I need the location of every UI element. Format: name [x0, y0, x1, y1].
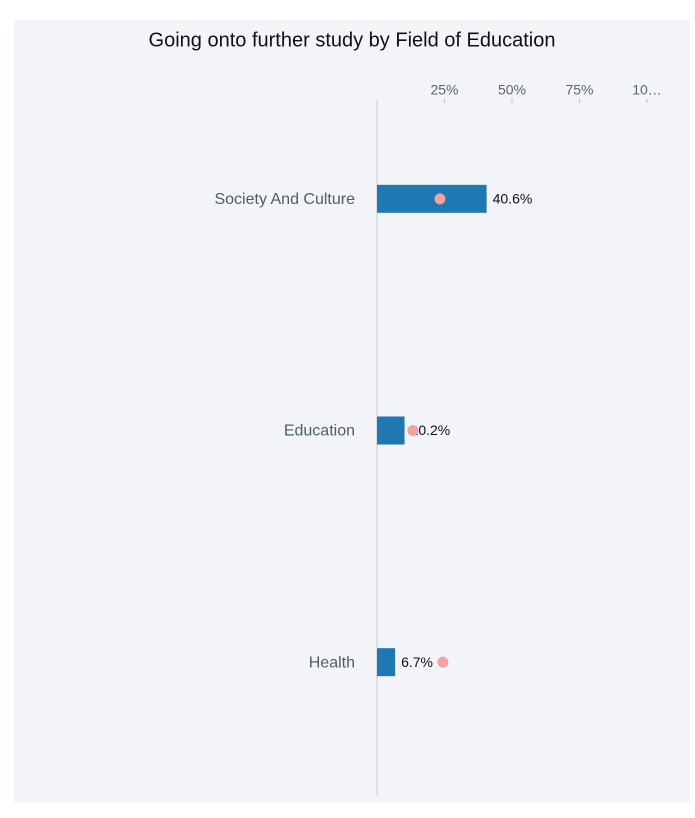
- marker-dot: [434, 193, 446, 205]
- bar: [377, 184, 487, 213]
- value-label: 10.2%: [411, 422, 451, 438]
- marker-dot: [437, 656, 449, 668]
- x-tick-label: 25%: [430, 82, 458, 98]
- value-label: 40.6%: [493, 191, 533, 207]
- y-tick-label: Education: [284, 423, 355, 440]
- chart-title: Going onto further study by Field of Edu…: [149, 29, 556, 51]
- x-tick-label: 10…: [632, 82, 662, 98]
- y-tick-label: Health: [309, 654, 355, 671]
- y-tick-label: Society And Culture: [214, 191, 355, 208]
- chart-panel: [14, 20, 690, 802]
- x-tick-label: 50%: [498, 82, 526, 98]
- bar: [377, 416, 405, 445]
- x-tick-label: 75%: [565, 82, 593, 98]
- marker-dot: [407, 425, 419, 436]
- value-label: 6.7%: [401, 654, 433, 670]
- bar: [377, 648, 396, 677]
